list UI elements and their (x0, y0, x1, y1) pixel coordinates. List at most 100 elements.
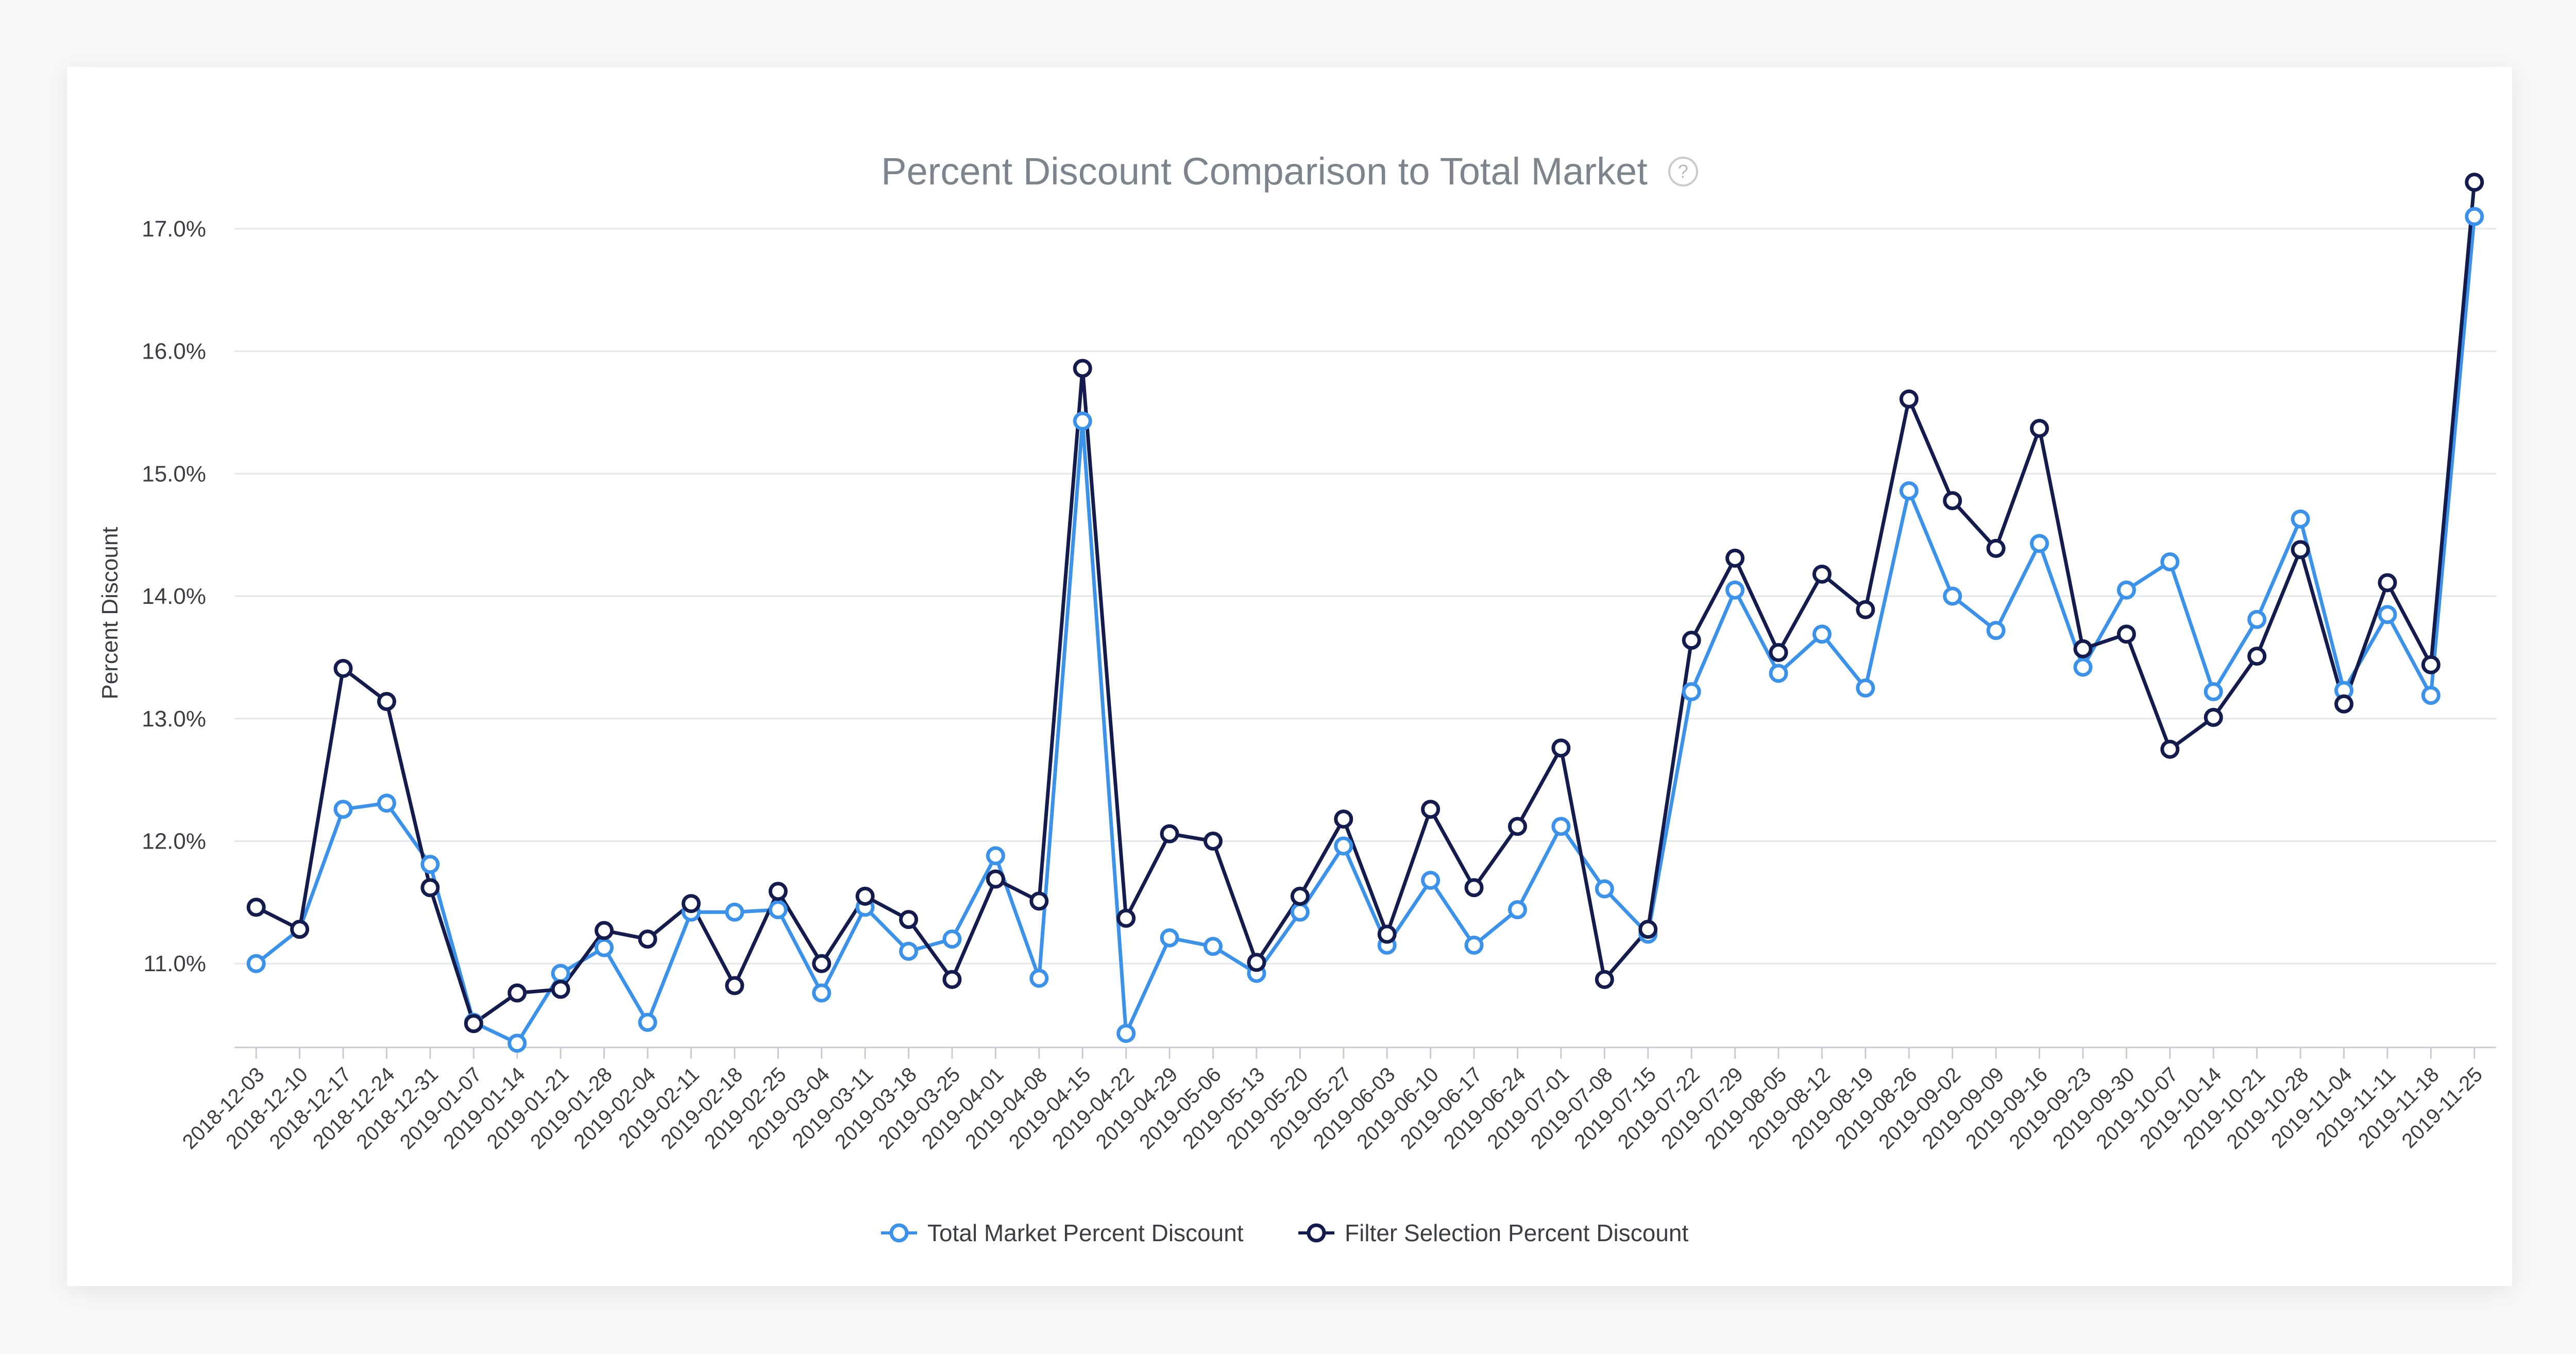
y-tick-label: 12.0% (142, 829, 206, 854)
data-point (1334, 836, 1353, 856)
data-point (1812, 624, 1832, 644)
data-point (1682, 682, 1701, 702)
data-point (899, 910, 919, 929)
y-tick-label: 15.0% (142, 461, 206, 486)
data-point (420, 855, 440, 874)
data-point (1290, 886, 1310, 906)
data-point (1421, 800, 1440, 819)
data-point (1595, 879, 1614, 899)
data-point (1551, 817, 1571, 836)
data-point (2291, 540, 2310, 560)
data-point (507, 1034, 527, 1053)
data-point (2465, 173, 2484, 192)
data-point (942, 970, 962, 989)
data-point (377, 692, 396, 712)
data-point (1160, 928, 1179, 947)
series-line (255, 182, 2477, 1026)
data-point (595, 921, 614, 940)
data-point (1769, 664, 1788, 683)
data-point (1116, 908, 1136, 928)
data-point (1943, 491, 1962, 511)
data-point (2073, 657, 2093, 677)
data-point (290, 920, 310, 939)
data-point (507, 983, 527, 1003)
data-point (1073, 359, 1092, 378)
data-point (2421, 655, 2441, 674)
data-point (2160, 739, 2180, 759)
data-point (595, 938, 614, 957)
data-point (420, 878, 440, 898)
data-point (2378, 605, 2397, 624)
data-point (2204, 707, 2223, 727)
data-point (1160, 824, 1179, 843)
legend-item[interactable]: Total Market Percent Discount (881, 1220, 1244, 1246)
y-axis-title: Percent Discount (97, 527, 123, 699)
data-point (638, 1012, 657, 1032)
data-point (2073, 639, 2093, 658)
data-point (986, 869, 1005, 889)
data-point (986, 846, 1005, 866)
data-point (2247, 647, 2267, 666)
y-tick-label: 16.0% (142, 339, 206, 364)
data-point (1725, 580, 1745, 600)
series-line (255, 216, 2477, 1045)
data-point (1769, 642, 1788, 662)
data-point (333, 800, 353, 819)
data-point (2204, 682, 2223, 702)
y-tick-label: 13.0% (142, 706, 206, 732)
data-point (2291, 509, 2310, 529)
data-point (1507, 817, 1527, 836)
data-point (1421, 871, 1440, 890)
data-point (464, 1014, 483, 1034)
data-point (1943, 586, 1962, 606)
y-tick-label: 17.0% (142, 216, 206, 242)
data-point (1464, 936, 1484, 955)
data-point (1247, 953, 1266, 972)
data-point (1204, 937, 1223, 956)
data-point (2116, 624, 2136, 644)
data-point (1029, 969, 1049, 988)
data-point (1334, 809, 1353, 829)
data-point (942, 929, 962, 949)
data-point (2116, 580, 2136, 600)
data-point (1682, 631, 1701, 650)
data-point (725, 902, 744, 922)
y-tick-label: 11.0% (144, 951, 207, 976)
data-point (1464, 878, 1484, 898)
data-point (551, 963, 570, 983)
data-point (638, 929, 657, 949)
chart-title: Percent Discount Comparison to Total Mar… (881, 150, 1648, 193)
data-point (246, 898, 266, 917)
data-point (1551, 738, 1571, 758)
data-point (1725, 548, 1745, 568)
data-point (1029, 891, 1049, 911)
chart-header: Percent Discount Comparison to Total Mar… (67, 149, 2512, 193)
data-point (768, 900, 788, 920)
data-point (2030, 418, 2049, 438)
data-point (1507, 900, 1527, 920)
data-point (812, 954, 832, 973)
legend-item[interactable]: Filter Selection Percent Discount (1298, 1220, 1689, 1246)
data-point (1377, 924, 1397, 944)
legend-marker (1307, 1223, 1326, 1243)
data-point (2247, 610, 2267, 629)
legend-label: Filter Selection Percent Discount (1345, 1220, 1689, 1246)
data-point (768, 882, 788, 901)
data-point (1856, 678, 1875, 698)
legend-label: Total Market Percent Discount (927, 1220, 1244, 1246)
data-point (2160, 552, 2180, 572)
legend-marker (889, 1223, 909, 1243)
data-point (333, 658, 353, 678)
data-point (2378, 573, 2397, 593)
data-point (1290, 902, 1310, 922)
data-point (2421, 686, 2441, 705)
data-point (1073, 411, 1092, 431)
data-point (855, 886, 875, 906)
data-point (1812, 564, 1832, 584)
data-point (725, 976, 744, 995)
help-circle-icon[interactable]: ? (1668, 156, 1698, 187)
data-point (1986, 538, 2006, 558)
data-point (812, 983, 832, 1003)
chart-card: Percent Discount Comparison to Total Mar… (67, 67, 2512, 1286)
